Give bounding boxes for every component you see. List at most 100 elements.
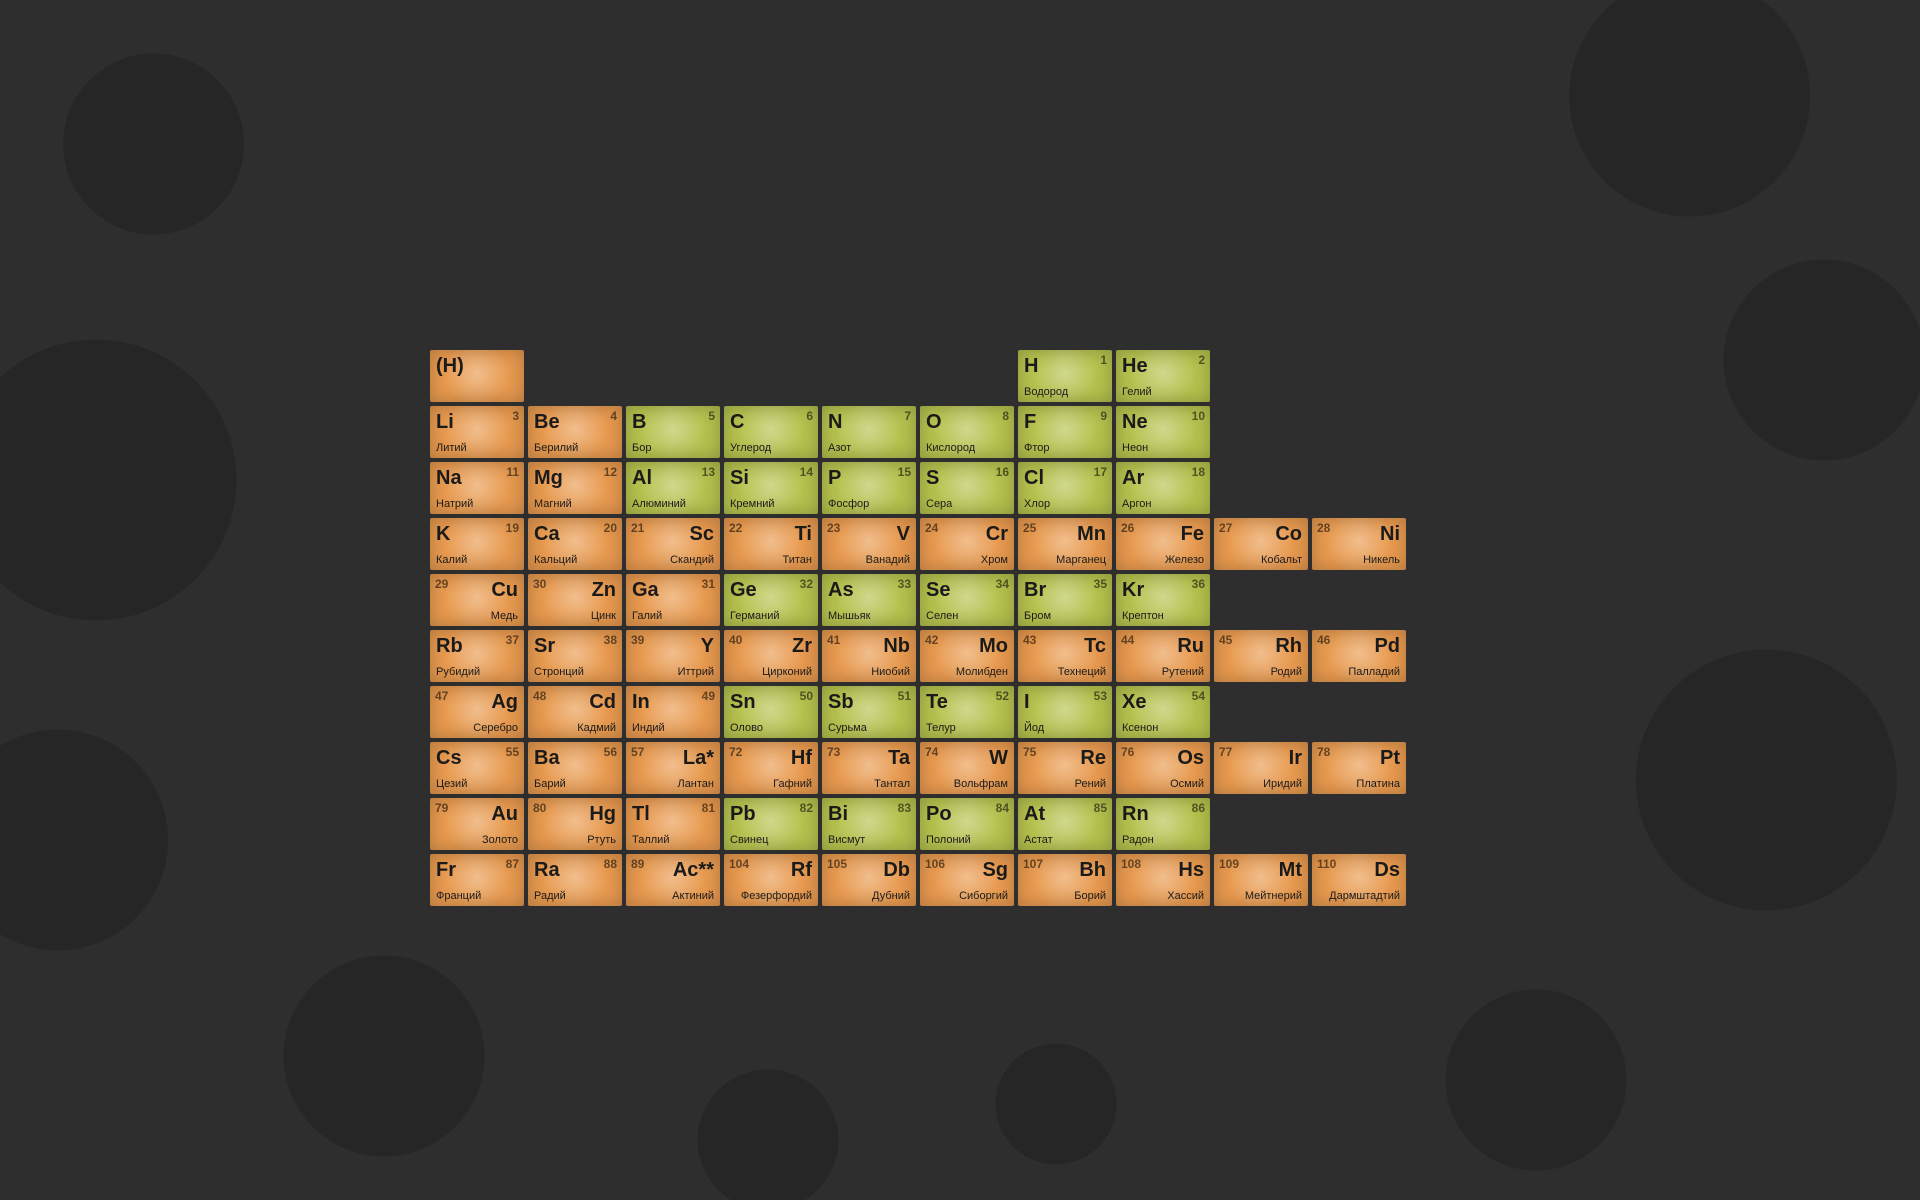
element-name: Вольфрам (954, 779, 1008, 790)
element-symbol: Zr (792, 636, 812, 656)
element-number: 25 (1023, 522, 1036, 534)
element-number: 26 (1121, 522, 1134, 534)
element-number: 21 (631, 522, 644, 534)
element-number: 55 (506, 746, 519, 758)
element-number: 104 (729, 858, 749, 870)
element-name: Ванадий (866, 555, 910, 566)
element-name: Азот (828, 443, 851, 454)
element-name: Родий (1271, 667, 1302, 678)
element-symbol: Pb (730, 804, 756, 824)
element-cell-Xe: Xe54Ксенон (1116, 686, 1210, 738)
element-cell-Hf: Hf72Гафний (724, 742, 818, 794)
element-cell-Mt: Mt109Мейтнерий (1214, 854, 1308, 906)
element-name: Свинец (730, 835, 768, 846)
element-cell-Pd: Pd46Палладий (1312, 630, 1406, 682)
element-number: 30 (533, 578, 546, 590)
element-number: 4 (610, 410, 617, 422)
element-name: Железо (1165, 555, 1204, 566)
element-name: Селен (926, 611, 958, 622)
element-symbol: Sc (690, 524, 714, 544)
element-cell-Li: Li3Литий (430, 406, 524, 458)
element-symbol: In (632, 692, 650, 712)
element-name: Марганец (1056, 555, 1106, 566)
element-symbol: Mg (534, 468, 563, 488)
element-cell-H: H1Водород (1018, 350, 1112, 402)
element-name: Таллий (632, 835, 669, 846)
element-cell-Zn: Zn30Цинк (528, 574, 622, 626)
element-number: 106 (925, 858, 945, 870)
element-cell-Mg: Mg12Магний (528, 462, 622, 514)
element-name: Франций (436, 891, 481, 902)
element-cell-W: W 74 Вольфрам (920, 742, 1014, 794)
element-name: Никель (1363, 555, 1400, 566)
element-number: 2 (1198, 354, 1205, 366)
element-number: 10 (1192, 410, 1205, 422)
element-cell-Ta: Ta73Тантал (822, 742, 916, 794)
element-cell-He: He2Гелий (1116, 350, 1210, 402)
element-symbol: Au (491, 804, 518, 824)
element-name: Кремний (730, 499, 775, 510)
element-name: Берилий (534, 443, 578, 454)
element-name: Фосфор (828, 499, 869, 510)
element-symbol: Ba (534, 748, 560, 768)
element-symbol: Ti (795, 524, 812, 544)
element-name: Рутений (1162, 667, 1204, 678)
element-cell-Co: Co27Кобальт (1214, 518, 1308, 570)
element-symbol: Rb (436, 636, 463, 656)
element-symbol: Sb (828, 692, 854, 712)
element-cell-I: I53Йод (1018, 686, 1112, 738)
element-symbol: Ir (1289, 748, 1302, 768)
element-symbol: C (730, 412, 744, 432)
element-symbol: Bh (1079, 860, 1106, 880)
element-cell-V: V23Ванадий (822, 518, 916, 570)
element-cell-Ne: Ne10Неон (1116, 406, 1210, 458)
element-cell-Hs: Hs108Хассий (1116, 854, 1210, 906)
element-number: 34 (996, 578, 1009, 590)
element-number: 42 (925, 634, 938, 646)
element-cell-Ba: Ba56Барий (528, 742, 622, 794)
element-symbol: Sn (730, 692, 756, 712)
element-name: Рубидий (436, 667, 480, 678)
element-name: Цезий (436, 779, 467, 790)
element-name: Неон (1122, 443, 1148, 454)
element-symbol: At (1024, 804, 1045, 824)
element-name: Борий (1074, 891, 1106, 902)
element-symbol: Nb (883, 636, 910, 656)
element-cell-Au: Au79Золото (430, 798, 524, 850)
element-number: 16 (996, 466, 1009, 478)
element-number: 74 (925, 746, 938, 758)
element-symbol: Po (926, 804, 952, 824)
element-number: 75 (1023, 746, 1036, 758)
element-cell-Rb: Rb37Рубидий (430, 630, 524, 682)
element-cell-N: N7Азот (822, 406, 916, 458)
element-name: Гафний (773, 779, 812, 790)
element-symbol: Os (1177, 748, 1204, 768)
element-name: Литий (436, 443, 467, 454)
element-name: Цирконий (762, 667, 812, 678)
element-symbol: Rh (1275, 636, 1302, 656)
element-number: 87 (506, 858, 519, 870)
element-number: 51 (898, 690, 911, 702)
element-cell-Ir: Ir77Иридий (1214, 742, 1308, 794)
element-number: 81 (702, 802, 715, 814)
element-name: Мышьяк (828, 611, 870, 622)
element-number: 14 (800, 466, 813, 478)
element-name: Висмут (828, 835, 865, 846)
element-cell-Zr: Zr40Цирконий (724, 630, 818, 682)
element-cell-Se: Se34Селен (920, 574, 1014, 626)
element-cell-Tl: Tl81Таллий (626, 798, 720, 850)
element-name: Калий (436, 555, 467, 566)
element-cell-Ra: Ra88Радий (528, 854, 622, 906)
element-cell-Rn: Rn86Радон (1116, 798, 1210, 850)
element-symbol: Tc (1084, 636, 1106, 656)
element-cell-Fr: Fr87Франций (430, 854, 524, 906)
element-name: Сера (926, 499, 952, 510)
element-name: Бор (632, 443, 651, 454)
element-cell-Po: Po84Полоний (920, 798, 1014, 850)
element-name: Аргон (1122, 499, 1151, 510)
element-name: Крептон (1122, 611, 1164, 622)
element-symbol: W (989, 748, 1008, 768)
element-name: Дармштадтий (1329, 891, 1400, 902)
element-symbol: N (828, 412, 842, 432)
element-name: Рений (1075, 779, 1106, 790)
